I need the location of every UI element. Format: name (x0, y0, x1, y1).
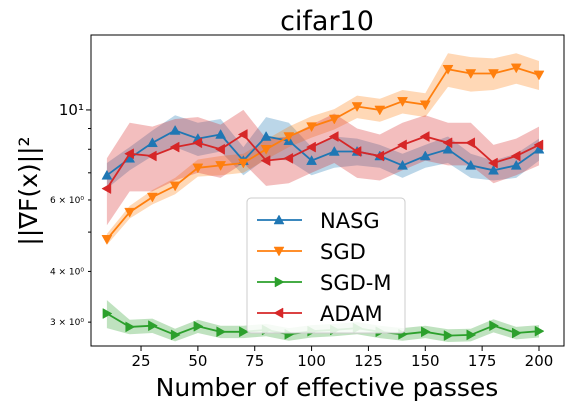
data-point-adam (374, 150, 385, 162)
y-tick-label: 3 × 10⁰ (50, 318, 84, 328)
data-point-sgd (374, 105, 386, 116)
data-point-sgd (465, 69, 477, 79)
data-point-adam (169, 141, 180, 153)
x-tick-label: 75 (245, 352, 264, 370)
data-point-adam (351, 146, 362, 157)
data-point-adam (328, 131, 339, 142)
data-point-adam (237, 129, 248, 140)
data-point-sgd (397, 97, 408, 107)
data-point-adam (397, 139, 407, 151)
data-point-sgd (306, 122, 318, 133)
data-point-sgd-m (193, 320, 204, 332)
x-axis: 25 50 75 100 125 150 175 200 (131, 346, 553, 370)
y-axis-label: ||∇F(x)||² (14, 136, 43, 245)
data-point-adam (419, 131, 430, 142)
legend-label-nasg: NASG (320, 209, 380, 233)
data-point-sgd-m (216, 326, 227, 338)
x-tick-label: 125 (354, 352, 383, 370)
legend-label-sgd: SGD (320, 240, 366, 264)
data-point-nasg (465, 159, 477, 170)
data-point-sgd-m (443, 330, 454, 341)
x-tick-label: 50 (188, 352, 207, 370)
data-point-adam (306, 141, 316, 153)
data-point-sgd (510, 63, 522, 74)
legend-marker-nasg (273, 214, 285, 225)
chart-title: cifar10 (280, 6, 374, 37)
data-point-sgd-m (421, 326, 431, 338)
data-point-sgd (260, 145, 272, 155)
data-point-adam (101, 183, 112, 195)
legend-marker-adam (273, 307, 284, 319)
plot-frame (90, 34, 565, 347)
data-point-nasg (419, 150, 431, 161)
data-point-sgd-m (125, 321, 136, 333)
data-point-nasg (146, 137, 158, 148)
data-point-sgd (146, 192, 158, 203)
data-point-sgd-m (102, 308, 113, 319)
data-point-sgd (169, 181, 181, 192)
data-point-sgd (101, 235, 113, 245)
data-point-adam (283, 152, 294, 164)
data-point-nasg (442, 143, 454, 154)
series-band-nasg (106, 115, 540, 189)
data-point-sgd-m (511, 327, 522, 339)
data-point-nasg (510, 159, 522, 170)
data-point-sgd-m (170, 329, 181, 341)
data-point-nasg (328, 145, 340, 156)
data-point-adam (510, 150, 521, 162)
data-point-nasg (169, 124, 181, 135)
x-tick-label: 100 (297, 352, 326, 370)
legend-label-sgd-m: SGD-M (320, 271, 391, 295)
x-axis-label: Number of effective passes (156, 373, 499, 402)
data-point-nasg (397, 159, 408, 170)
y-tick-label: 6 × 10⁰ (50, 196, 84, 206)
x-tick-label: 175 (468, 352, 497, 370)
data-point-sgd-m (466, 329, 477, 341)
series-band-sgd (106, 53, 540, 245)
legend: NASG SGD SGD-M ADAM (246, 197, 406, 334)
data-point-sgd (328, 114, 340, 125)
legend-marker-sgd-m (274, 276, 285, 288)
data-point-nasg (215, 128, 227, 139)
data-point-adam (465, 137, 476, 149)
data-point-sgd (192, 163, 204, 174)
data-point-sgd (442, 64, 454, 75)
data-point-sgd (351, 102, 363, 112)
data-point-sgd-m (489, 320, 500, 332)
data-point-sgd (533, 70, 545, 81)
data-point-adam (124, 148, 134, 160)
data-point-adam (487, 157, 498, 169)
x-tick-label: 25 (131, 352, 150, 370)
data-point-adam (533, 139, 544, 151)
data-point-sgd (283, 132, 295, 143)
data-point-adam (215, 143, 225, 155)
data-point-sgd-m (534, 325, 545, 337)
data-point-adam (192, 137, 203, 149)
legend-box (246, 197, 406, 334)
y-tick-label: 4 × 10⁰ (50, 267, 84, 277)
data-point-sgd (488, 69, 499, 79)
data-point-adam (260, 155, 271, 167)
data-point-sgd (419, 100, 431, 111)
data-point-sgd (124, 207, 136, 218)
y-axis: 10¹ 6 × 10⁰ 4 × 10⁰ 3 × 10⁰ (50, 101, 91, 328)
legend-label-adam: ADAM (320, 302, 383, 326)
data-point-sgd (215, 161, 227, 171)
data-point-nasg (306, 155, 318, 165)
y-tick-label: 10¹ (59, 101, 84, 119)
x-tick-label: 150 (411, 352, 440, 370)
legend-marker-sgd (273, 246, 285, 257)
data-point-nasg (260, 131, 272, 141)
plot-area (101, 53, 545, 342)
data-point-nasg (101, 169, 113, 180)
data-point-sgd (237, 158, 249, 169)
data-point-nasg (488, 164, 499, 175)
data-point-sgd-m (148, 320, 158, 332)
series-band-sgd-m (106, 300, 540, 342)
data-point-adam (442, 137, 453, 149)
data-point-sgd-m (239, 326, 249, 338)
data-point-adam (146, 150, 157, 162)
x-tick-label: 200 (525, 352, 554, 370)
